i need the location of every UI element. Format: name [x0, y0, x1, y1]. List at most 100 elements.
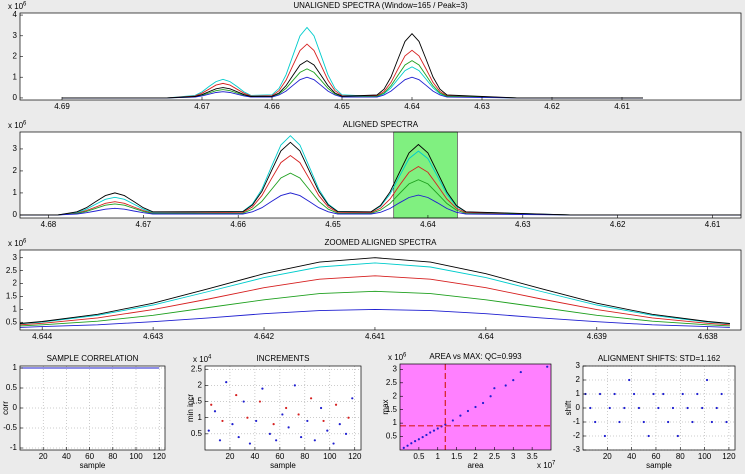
axes-frame — [399, 363, 552, 451]
highlight-window — [393, 131, 458, 219]
spectrum-line — [20, 172, 741, 216]
data-point — [652, 392, 655, 396]
data-point — [313, 439, 316, 442]
data-point — [293, 384, 296, 387]
y-axis-label: max — [381, 399, 390, 414]
data-point — [261, 387, 264, 390]
x-tick-label: 4.68 — [41, 220, 57, 229]
y-tick-label: 2 — [13, 279, 18, 288]
data-point — [671, 406, 675, 410]
data-point — [436, 427, 439, 430]
data-point — [628, 378, 631, 382]
x-tick-label: 80 — [300, 452, 309, 461]
y-axis-label: min incr — [186, 394, 195, 422]
y-multiplier-exponent: 6 — [23, 121, 27, 127]
data-point — [686, 406, 689, 410]
data-point — [225, 381, 228, 384]
x-tick-label: 4.643 — [143, 332, 164, 341]
data-point — [429, 431, 432, 434]
spectrum-line — [62, 76, 643, 99]
data-point — [425, 433, 428, 437]
axes-frame — [19, 365, 166, 451]
x-tick-label: 100 — [323, 452, 337, 461]
y-tick-label: 2 — [13, 166, 18, 175]
spectrum-line — [19, 308, 730, 328]
plot-title: ALIGNED SPECTRA — [343, 120, 419, 129]
y-tick-label: 2 — [393, 391, 398, 400]
x-axis-label: area — [467, 461, 484, 470]
y-multiplier-exponent: 6 — [23, 239, 27, 245]
x-tick-label: 4.67 — [136, 220, 152, 229]
x-tick-label: 4.638 — [698, 332, 719, 341]
y-tick-label: -3 — [573, 445, 581, 454]
axes-frame — [582, 365, 736, 451]
axes-frame — [19, 12, 742, 101]
data-point — [474, 405, 477, 409]
x-tick-label: 40 — [250, 452, 259, 461]
data-point — [613, 392, 616, 396]
y-tick-label: 2 — [576, 375, 581, 384]
x-tick-label: 4.61 — [614, 102, 630, 111]
x-tick-label: 1.5 — [451, 452, 463, 461]
plot-title: AREA vs MAX: QC=0.993 — [429, 352, 522, 361]
y-tick-label: 0 — [13, 93, 18, 102]
axes-frame — [19, 131, 742, 219]
x-tick-label: 100 — [129, 452, 143, 461]
data-point — [546, 365, 549, 368]
data-point — [248, 442, 252, 445]
y-multiplier: x 10 — [193, 355, 209, 364]
x-tick-label: 4.63 — [474, 102, 490, 111]
x-tick-label: 4.62 — [610, 220, 626, 229]
data-point — [481, 401, 485, 405]
x-tick-label: 4.64 — [404, 102, 420, 111]
y-tick-label: 0.5 — [6, 383, 18, 392]
data-point — [281, 413, 284, 416]
x-tick-label: 80 — [676, 452, 685, 461]
data-point — [603, 434, 606, 438]
y-tick-label: 1 — [393, 418, 398, 427]
data-point — [285, 406, 288, 410]
y-multiplier-exponent: 6 — [23, 2, 27, 8]
x-tick-label: 4.64 — [478, 332, 494, 341]
y-multiplier-exponent: 6 — [403, 353, 407, 359]
data-point — [705, 378, 709, 382]
x-tick-label: 4.62 — [544, 102, 560, 111]
y-tick-label: 0 — [576, 403, 581, 412]
y-tick-label: 1 — [13, 363, 18, 372]
data-point — [326, 429, 329, 432]
data-point — [466, 409, 470, 413]
spectrum-line — [19, 257, 730, 324]
x-tick-label: 60 — [275, 452, 284, 461]
y-tick-label: 1 — [13, 72, 18, 81]
data-point — [715, 406, 718, 410]
y-tick-label: 3 — [393, 364, 398, 373]
data-point — [662, 392, 665, 396]
data-point — [221, 419, 224, 423]
x-tick-label: 40 — [627, 452, 636, 461]
y-axis-label: corr — [1, 401, 10, 415]
data-point — [347, 416, 350, 419]
y-multiplier-exponent: 4 — [208, 355, 212, 361]
data-point — [231, 423, 234, 426]
x-tick-label: 2 — [473, 452, 478, 461]
plot-title: ALIGNMENT SHIFTS: STD=1.162 — [598, 354, 721, 363]
y-tick-label: 3 — [576, 361, 581, 370]
data-point — [334, 403, 338, 406]
spectrum-line — [19, 290, 730, 327]
spectrum-line — [19, 262, 730, 325]
plot-title: ZOOMED ALIGNED SPECTRA — [324, 238, 437, 247]
x-tick-label: 100 — [698, 452, 712, 461]
data-point — [402, 446, 405, 449]
x-tick-label: 120 — [153, 452, 167, 461]
x-tick-label: 60 — [85, 452, 94, 461]
y-tick-label: 4 — [13, 10, 18, 19]
x-axis-label: sample — [80, 461, 106, 470]
data-point — [618, 420, 621, 424]
y-multiplier: x 10 — [388, 353, 404, 362]
data-point — [309, 397, 313, 400]
data-point — [406, 444, 409, 447]
plot-title: SAMPLE CORRELATION — [47, 354, 139, 363]
x-tick-label: 4.639 — [587, 332, 608, 341]
data-point — [344, 432, 348, 435]
x-tick-label: 4.64 — [420, 220, 436, 229]
